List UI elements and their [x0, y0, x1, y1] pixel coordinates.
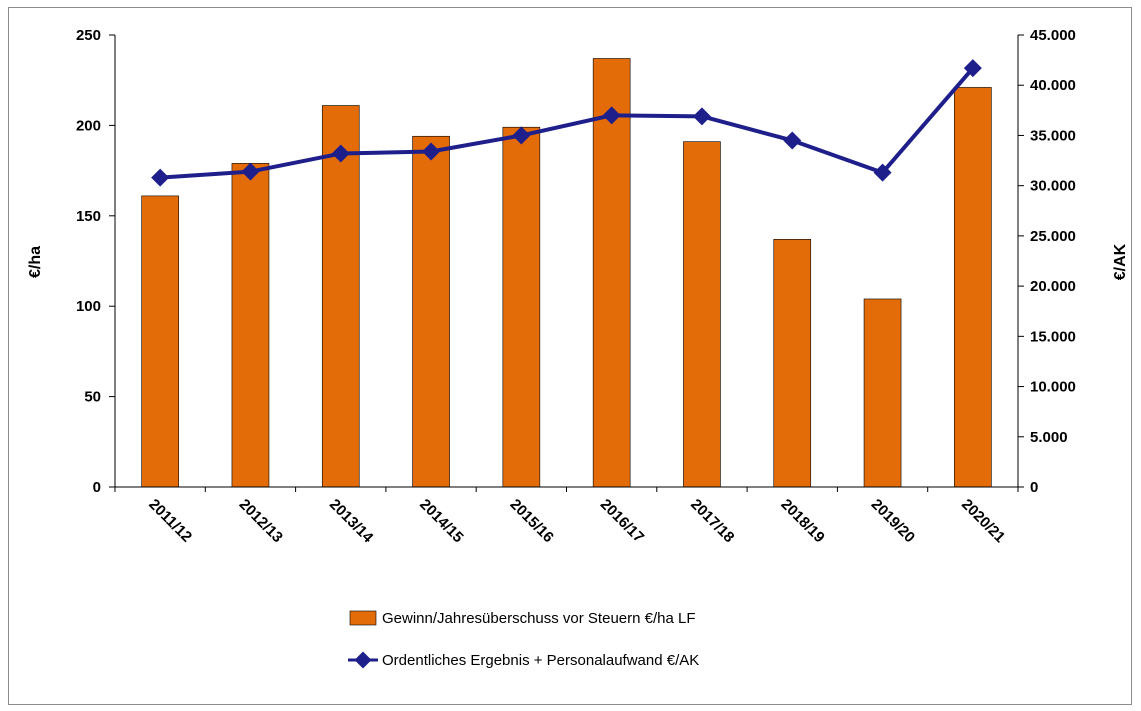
- left-tick-label: 0: [93, 479, 101, 496]
- x-tick-label: 2016/17: [597, 496, 647, 546]
- labels-layer: 0 50 100 150 200 250 0 5.000 10.000 15.000 20.000 2…: [76, 27, 1076, 547]
- right-tick-label: 20.000: [1030, 278, 1076, 295]
- line-point-2012-13: [241, 162, 260, 181]
- right-tick-label: 25.000: [1030, 228, 1076, 245]
- x-tick-label: 2019/20: [868, 496, 918, 546]
- right-tick-label: 35.000: [1030, 127, 1076, 144]
- x-tick-label: 2020/21: [958, 496, 1008, 546]
- bar-2016-17: [592, 58, 631, 488]
- left-tick-label: 50: [84, 389, 101, 406]
- profit-per-ak-line: [160, 66, 975, 180]
- left-tick-label: 150: [76, 208, 101, 225]
- bar-2019-20: [863, 298, 902, 488]
- x-tick-label: 2018/19: [777, 496, 827, 546]
- line-point-2016-17: [602, 106, 621, 125]
- legend-line-marker: [354, 651, 372, 669]
- bar-2014-15: [412, 135, 450, 488]
- right-axis-title: €/AK: [1112, 243, 1129, 280]
- line-point-2019-20: [873, 163, 892, 182]
- left-tick-label: 200: [76, 117, 101, 134]
- bar-2015-16: [502, 126, 541, 488]
- bar-2011-12: [141, 195, 179, 488]
- legend-bar-label: Gewinn/Jahresüberschuss vor Steuern €/ha…: [382, 610, 696, 627]
- bars-layer: [141, 58, 992, 488]
- x-tick-label: 2013/14: [326, 496, 377, 547]
- x-tick-label: 2017/18: [687, 496, 737, 546]
- legend-line-label: Ordentliches Ergebnis + Personalaufwand …: [382, 652, 699, 669]
- line-point-2020-21: [963, 59, 982, 78]
- legend: Gewinn/Jahresüberschuss vor Steuern €/ha…: [348, 610, 699, 669]
- bar-2013-14: [321, 105, 360, 488]
- line-point-2014-15: [422, 142, 441, 161]
- bar-2020-21: [954, 87, 992, 488]
- left-tick-label: 250: [76, 27, 101, 44]
- bar-2017-18: [683, 141, 721, 488]
- left-tick-label: 100: [76, 298, 101, 315]
- right-tick-label: 10.000: [1030, 379, 1076, 396]
- right-tick-label: 0: [1030, 479, 1038, 496]
- x-tick-label: 2011/12: [145, 496, 195, 546]
- right-tick-label: 30.000: [1030, 178, 1076, 195]
- line-point-2013-14: [331, 144, 350, 163]
- line-point-2015-16: [512, 126, 531, 145]
- bar-2018-19: [773, 239, 812, 488]
- line-point-2018-19: [783, 131, 802, 150]
- legend-bar-swatch: [349, 610, 377, 626]
- right-tick-label: 5.000: [1030, 429, 1068, 446]
- line-layer: [151, 59, 982, 187]
- left-axis-title: €/ha: [27, 246, 44, 278]
- line-point-2011-12: [151, 168, 170, 187]
- right-tick-label: 15.000: [1030, 328, 1076, 345]
- line-point-2017-18: [692, 107, 711, 126]
- x-tick-label: 2014/15: [416, 496, 466, 546]
- x-tick-label: 2012/13: [236, 496, 286, 546]
- right-tick-label: 40.000: [1030, 77, 1076, 94]
- right-tick-label: 45.000: [1030, 27, 1076, 44]
- x-tick-label: 2015/16: [507, 496, 557, 546]
- axes-layer: [109, 34, 1024, 492]
- bar-2012-13: [231, 163, 270, 488]
